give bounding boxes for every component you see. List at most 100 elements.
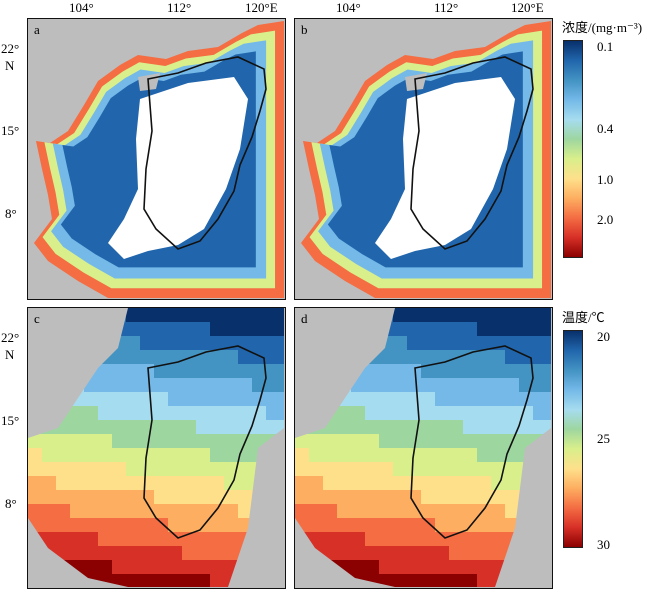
temperature-cell bbox=[337, 420, 351, 434]
temperature-cell bbox=[238, 308, 252, 322]
temperature-cell bbox=[533, 336, 547, 350]
temperature-cell bbox=[182, 448, 196, 462]
no-data-area bbox=[375, 77, 515, 259]
temperature-cell bbox=[196, 448, 210, 462]
temperature-cell bbox=[435, 364, 449, 378]
temperature-cell bbox=[421, 490, 435, 504]
temperature-cell bbox=[463, 490, 477, 504]
temperature-cell bbox=[435, 392, 449, 406]
temperature-cell bbox=[266, 350, 280, 364]
temperature-cell bbox=[533, 392, 547, 406]
temperature-cell bbox=[210, 364, 224, 378]
temperature-cell bbox=[393, 462, 407, 476]
temperature-cell bbox=[266, 392, 280, 406]
temperature-cell bbox=[42, 532, 56, 546]
temperature-cell bbox=[477, 574, 491, 587]
temperature-cell bbox=[224, 434, 238, 448]
temperature-cell bbox=[435, 546, 449, 560]
temperature-cell bbox=[70, 518, 84, 532]
temperature-cell bbox=[337, 490, 351, 504]
temperature-cell bbox=[365, 364, 379, 378]
temperature-cell bbox=[505, 420, 519, 434]
temperature-cell bbox=[98, 434, 112, 448]
temperature-cell bbox=[126, 476, 140, 490]
temperature-cell bbox=[379, 546, 393, 560]
temperature-cell bbox=[477, 392, 491, 406]
temperature-cell bbox=[154, 476, 168, 490]
temperature-cell bbox=[505, 322, 519, 336]
temperature-cell bbox=[491, 546, 505, 560]
temperature-cell bbox=[477, 406, 491, 420]
temperature-cell bbox=[463, 308, 477, 322]
temperature-cell bbox=[42, 476, 56, 490]
temperature-cell bbox=[210, 392, 224, 406]
temperature-cell bbox=[505, 364, 519, 378]
temperature-cell bbox=[112, 378, 126, 392]
temperature-cell bbox=[309, 518, 323, 532]
temperature-cell bbox=[337, 448, 351, 462]
temperature-cell bbox=[238, 378, 252, 392]
temperature-cell bbox=[126, 560, 140, 574]
temperature-cell bbox=[154, 434, 168, 448]
temperature-cell bbox=[28, 490, 42, 504]
temperature-cell bbox=[112, 392, 126, 406]
temperature-cell bbox=[182, 322, 196, 336]
temperature-cell bbox=[351, 518, 365, 532]
temperature-cell bbox=[365, 378, 379, 392]
temperature-cell bbox=[491, 462, 505, 476]
temperature-cell bbox=[126, 462, 140, 476]
temperature-cell bbox=[547, 378, 551, 392]
temperature-cell bbox=[379, 476, 393, 490]
mainland bbox=[28, 308, 128, 438]
temperature-cell bbox=[379, 448, 393, 462]
temperature-cell bbox=[126, 518, 140, 532]
temperature-cell bbox=[210, 532, 224, 546]
temperature-cell bbox=[421, 308, 435, 322]
temperature-cell bbox=[238, 504, 252, 518]
temperature-cell bbox=[28, 434, 42, 448]
temperature-cell bbox=[126, 392, 140, 406]
temperature-cell bbox=[280, 322, 284, 336]
mainland bbox=[295, 19, 375, 119]
temperature-cell bbox=[56, 476, 70, 490]
temperature-cell bbox=[477, 462, 491, 476]
temperature-cell bbox=[196, 532, 210, 546]
temperature-cell bbox=[126, 350, 140, 364]
temperature-cell bbox=[295, 476, 309, 490]
temperature-cell bbox=[126, 322, 140, 336]
temperature-cell bbox=[70, 532, 84, 546]
temperature-cell bbox=[98, 476, 112, 490]
temperature-cell bbox=[393, 434, 407, 448]
temperature-cell bbox=[463, 504, 477, 518]
panel-label-b: b bbox=[301, 22, 308, 37]
temperature-cell bbox=[126, 364, 140, 378]
temperature-cell bbox=[519, 322, 533, 336]
temperature-cell bbox=[154, 350, 168, 364]
temperature-cell bbox=[477, 350, 491, 364]
concentration-tick-1: 0.4 bbox=[597, 121, 614, 136]
temperature-cell bbox=[84, 392, 98, 406]
temperature-cell bbox=[182, 308, 196, 322]
temperature-cell bbox=[505, 350, 519, 364]
temperature-cell bbox=[154, 448, 168, 462]
temperature-cell bbox=[126, 406, 140, 420]
temperature-cell bbox=[421, 420, 435, 434]
temperature-cell bbox=[70, 420, 84, 434]
temperature-cell bbox=[182, 476, 196, 490]
temperature-cell bbox=[379, 574, 393, 587]
temperature-cell bbox=[463, 476, 477, 490]
temperature-cell bbox=[168, 336, 182, 350]
temperature-cell bbox=[42, 504, 56, 518]
temperature-cell bbox=[463, 574, 477, 587]
temperature-cell bbox=[435, 476, 449, 490]
temperature-cell bbox=[463, 434, 477, 448]
temperature-cell bbox=[168, 546, 182, 560]
temperature-cell bbox=[140, 378, 154, 392]
temperature-cell bbox=[477, 364, 491, 378]
temperature-cell bbox=[126, 574, 140, 587]
temperature-cell bbox=[477, 434, 491, 448]
temperature-cell bbox=[238, 322, 252, 336]
temperature-cell bbox=[407, 392, 421, 406]
peninsula bbox=[28, 518, 128, 587]
temperature-cell bbox=[393, 574, 407, 587]
